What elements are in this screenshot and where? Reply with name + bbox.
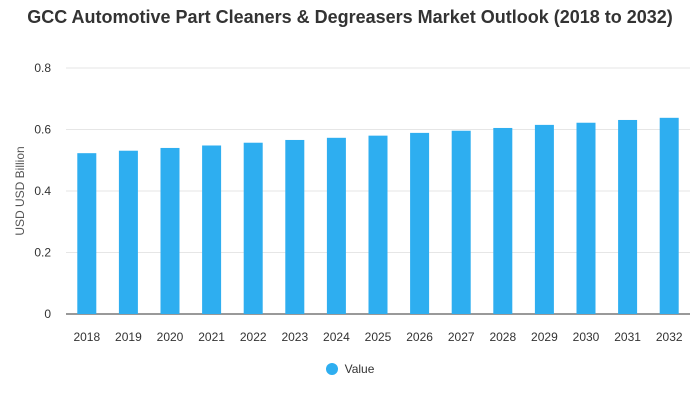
bar-2018 <box>77 153 97 314</box>
y-tick-label: 0.8 <box>34 61 51 75</box>
legend: Value <box>0 362 700 376</box>
bar-2024 <box>326 137 346 314</box>
y-tick-label: 0.2 <box>34 246 51 260</box>
chart-title: GCC Automotive Part Cleaners & Degreaser… <box>27 7 673 27</box>
x-tick-label: 2022 <box>240 330 267 344</box>
x-tick-label: 2021 <box>198 330 225 344</box>
bar-2019 <box>118 150 138 314</box>
bar-2032 <box>659 117 679 314</box>
x-tick-label: 2024 <box>323 330 350 344</box>
y-tick-label: 0 <box>44 307 51 321</box>
y-axis-title: USD USD Billion <box>13 146 27 235</box>
bar-2021 <box>202 145 222 314</box>
bars <box>77 117 679 315</box>
x-tick-label: 2030 <box>573 330 600 344</box>
bar-2026 <box>410 132 430 314</box>
bar-2031 <box>618 119 638 314</box>
x-tick-label: 2028 <box>489 330 516 344</box>
x-tick-label: 2019 <box>115 330 142 344</box>
bar-2020 <box>160 147 180 314</box>
bar-2030 <box>576 122 596 314</box>
x-tick-label: 2018 <box>73 330 100 344</box>
legend-swatch <box>325 363 338 375</box>
bar-2028 <box>493 127 513 315</box>
x-tick-label: 2027 <box>448 330 475 344</box>
y-tick-label: 0.4 <box>34 184 51 198</box>
legend-label: Value <box>344 362 375 376</box>
x-tick-label: 2025 <box>365 330 392 344</box>
bar-2027 <box>451 130 471 314</box>
bar-2023 <box>285 139 305 314</box>
x-tick-label: 2023 <box>281 330 308 344</box>
x-tick-label: 2029 <box>531 330 558 344</box>
y-axis-ticks: 0 0.2 0.4 0.6 0.8 <box>34 61 51 321</box>
x-axis-ticks: 2018 2019 2020 2021 2022 2023 2024 2025 2026 2027… <box>73 330 682 344</box>
x-tick-label: 2032 <box>656 330 683 344</box>
x-tick-label: 2031 <box>614 330 641 344</box>
y-tick-label: 0.6 <box>34 123 51 137</box>
bar-2025 <box>368 135 388 314</box>
x-tick-label: 2020 <box>157 330 184 344</box>
bar-2022 <box>243 142 263 314</box>
bar-2029 <box>534 124 554 314</box>
x-tick-label: 2026 <box>406 330 433 344</box>
